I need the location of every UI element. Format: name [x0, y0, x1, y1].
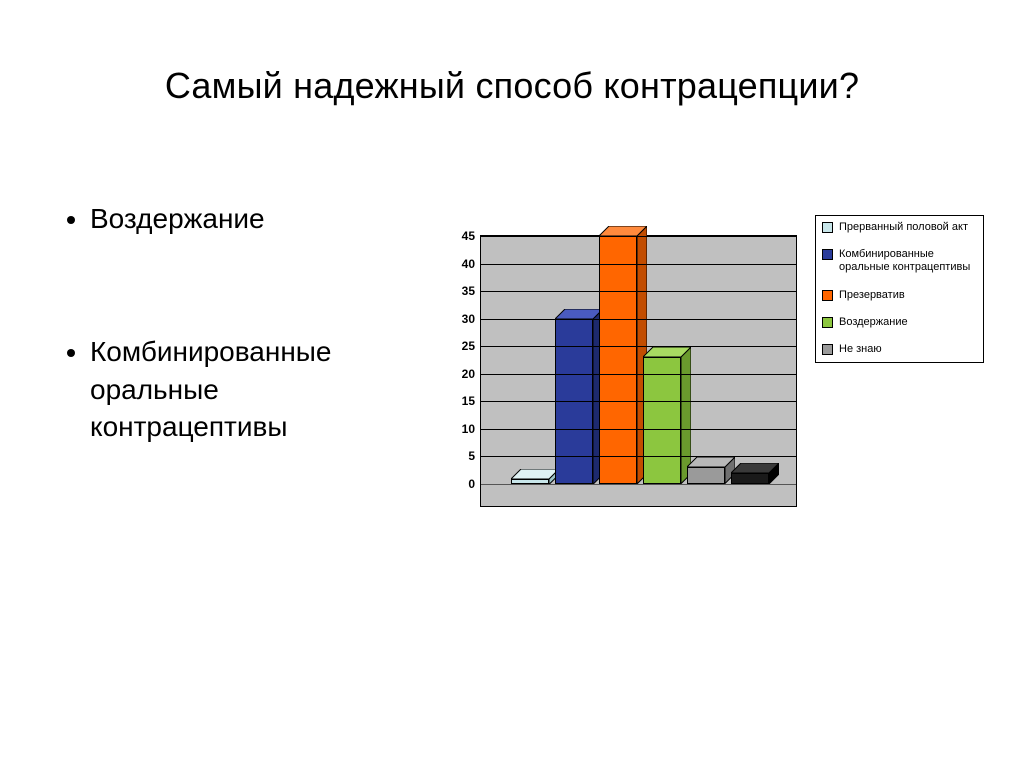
bullet-item: Комбинированные оральные контрацептивы	[90, 333, 420, 446]
chart-gridline	[481, 264, 796, 265]
legend-label: Не знаю	[839, 343, 977, 356]
legend-swatch	[822, 222, 833, 233]
legend-swatch	[822, 290, 833, 301]
chart-ytick-label: 35	[462, 284, 481, 298]
chart-ytick-label: 30	[462, 312, 481, 326]
chart-bar-top	[731, 463, 779, 473]
chart-bar-front	[687, 467, 725, 484]
chart-bar-top	[687, 457, 735, 467]
legend-item: Комбинированные оральные контрацептивы	[822, 248, 977, 274]
chart-ytick-label: 40	[462, 257, 481, 271]
chart-bar-top	[643, 347, 691, 357]
chart-ytick-label: 20	[462, 367, 481, 381]
chart-gridline	[481, 291, 796, 292]
legend-label: Воздержание	[839, 316, 977, 329]
chart-ytick-label: 5	[468, 449, 481, 463]
legend-swatch	[822, 344, 833, 355]
chart-gridline	[481, 346, 796, 347]
chart-gridline	[481, 236, 796, 237]
chart-bar	[687, 467, 725, 484]
bullet-item: Воздержание	[90, 200, 420, 238]
chart-bars	[481, 236, 796, 484]
chart-floor	[481, 484, 796, 506]
bullet-ul: Воздержание Комбинированные оральные кон…	[60, 200, 420, 446]
chart-bar-front	[599, 236, 637, 484]
chart-legend: Прерванный половой акт Комбинированные ор…	[815, 215, 984, 363]
legend-item: Прерванный половой акт	[822, 221, 977, 234]
chart-ytick-label: 15	[462, 394, 481, 408]
chart-bar-front	[731, 473, 769, 484]
chart-bar-front	[643, 357, 681, 484]
legend-swatch	[822, 317, 833, 328]
chart-ytick-label: 25	[462, 339, 481, 353]
legend-swatch	[822, 249, 833, 260]
chart-bar-top	[511, 469, 559, 479]
chart-bar-front	[511, 479, 549, 485]
chart-bar-top	[599, 226, 647, 236]
chart-ytick-label: 0	[468, 477, 481, 491]
legend-item: Не знаю	[822, 343, 977, 356]
legend-label: Прерванный половой акт	[839, 221, 977, 234]
legend-item: Презерватив	[822, 289, 977, 302]
chart-gridline	[481, 456, 796, 457]
page-title: Самый надежный способ контрацепции?	[0, 65, 1024, 107]
chart-gridline	[481, 429, 796, 430]
slide: Самый надежный способ контрацепции? Возд…	[0, 0, 1024, 767]
legend-item: Воздержание	[822, 316, 977, 329]
chart-bar	[511, 479, 549, 485]
chart-gridline	[481, 374, 796, 375]
bar-chart: 0 5 10 15 20 25 30 35 40 45	[435, 225, 815, 525]
chart-plot-area: 051015202530354045	[480, 235, 797, 507]
legend-label: Презерватив	[839, 289, 977, 302]
chart-bar	[643, 357, 681, 484]
chart-bar	[731, 473, 769, 484]
chart-ytick-label: 45	[462, 229, 481, 243]
chart-gridline	[481, 401, 796, 402]
chart-bar-top	[555, 309, 603, 319]
chart-gridline	[481, 319, 796, 320]
legend-label: Комбинированные оральные контрацептивы	[839, 248, 977, 274]
chart-ytick-label: 10	[462, 422, 481, 436]
chart-bar	[599, 236, 637, 484]
bullet-list: Воздержание Комбинированные оральные кон…	[60, 200, 420, 541]
